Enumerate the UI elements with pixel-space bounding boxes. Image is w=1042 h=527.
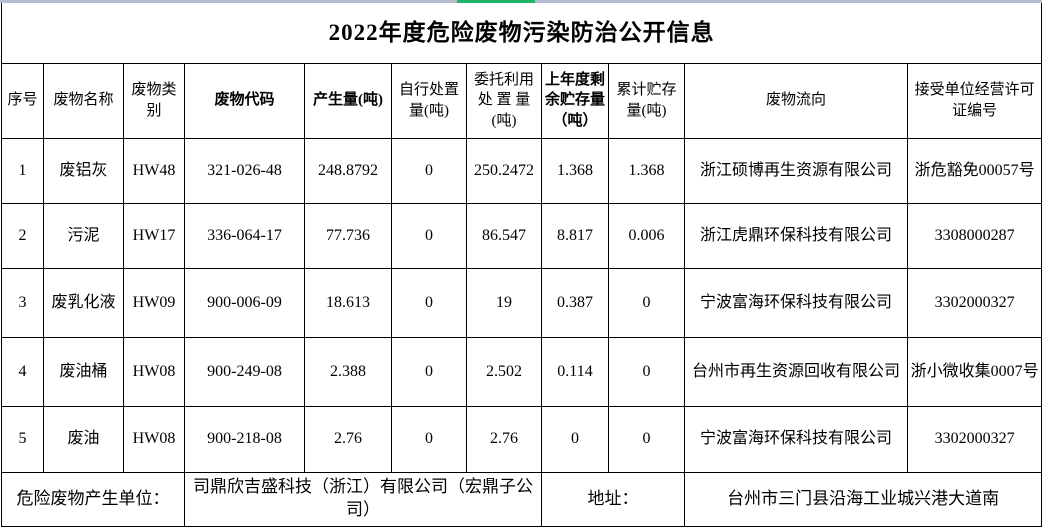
table-cell: 0 bbox=[391, 336, 467, 407]
table-cell: 浙危豁免00057号 bbox=[906, 137, 1042, 204]
table-cell: 19 bbox=[466, 267, 542, 338]
table-cell: 废油桶 bbox=[43, 336, 124, 407]
table-cell: 250.2472 bbox=[466, 137, 542, 204]
table-cell: 1.368 bbox=[541, 137, 609, 204]
table-cell: 5 bbox=[1, 405, 44, 473]
table-cell: 77.736 bbox=[304, 202, 392, 269]
table-cell: 废乳化液 bbox=[43, 267, 124, 338]
col-header-generated-amount: 产生量(吨) bbox=[304, 62, 392, 139]
col-header-waste-code: 废物代码 bbox=[184, 62, 305, 139]
table-cell: 台州市再生资源回收有限公司 bbox=[684, 336, 908, 407]
col-header-prev-year-storage: 上年度剩余贮存量（吨） bbox=[541, 62, 609, 139]
hazardous-waste-disclosure-table: 2022年度危险废物污染防治公开信息 序号 废物名称 废物类别 废物代码 产生量… bbox=[0, 3, 1042, 527]
table-cell: 宁波富海环保科技有限公司 bbox=[684, 267, 908, 338]
table-cell: 3308000287 bbox=[906, 202, 1042, 269]
col-header-self-disposal: 自行处置量(吨) bbox=[391, 62, 467, 139]
table-cell: 248.8792 bbox=[304, 137, 392, 204]
table-cell: HW09 bbox=[123, 267, 185, 338]
table-cell: 3302000327 bbox=[906, 267, 1042, 338]
table-cell: 900-249-08 bbox=[184, 336, 305, 407]
window-top-edge bbox=[0, 0, 1042, 3]
progress-indicator bbox=[457, 0, 535, 3]
producer-label: 危险废物产生单位： bbox=[1, 471, 185, 527]
col-header-waste-name: 废物名称 bbox=[43, 62, 124, 139]
table-cell: 2.76 bbox=[466, 405, 542, 473]
table-cell: 2 bbox=[1, 202, 44, 269]
table-row: 5 废油 HW08 900-218-08 2.76 0 2.76 0 0 宁波富… bbox=[1, 405, 1042, 473]
table-cell: 900-218-08 bbox=[184, 405, 305, 473]
col-header-waste-flow: 废物流向 bbox=[684, 62, 908, 139]
table-cell: 浙小微收集0007号 bbox=[906, 336, 1042, 407]
table-cell: 0.387 bbox=[541, 267, 609, 338]
table-cell: 2.388 bbox=[304, 336, 392, 407]
table-cell: 0.006 bbox=[608, 202, 685, 269]
col-header-cumulative-storage: 累计贮存量(吨) bbox=[608, 62, 685, 139]
col-header-waste-category: 废物类别 bbox=[123, 62, 185, 139]
table-cell: 0 bbox=[391, 405, 467, 473]
table-row: 4 废油桶 HW08 900-249-08 2.388 0 2.502 0.11… bbox=[1, 336, 1042, 407]
producer-value: 司鼎欣吉盛科技（浙江）有限公司（宏鼎子公司） bbox=[184, 471, 542, 527]
table-cell: 0 bbox=[541, 405, 609, 473]
table-cell: HW08 bbox=[123, 405, 185, 473]
col-header-permit-number: 接受单位经营许可证编号 bbox=[906, 62, 1042, 139]
table-cell: 2.502 bbox=[466, 336, 542, 407]
table-row: 1 废铝灰 HW48 321-026-48 248.8792 0 250.247… bbox=[1, 137, 1042, 204]
table-row: 3 废乳化液 HW09 900-006-09 18.613 0 19 0.387… bbox=[1, 267, 1042, 338]
table-cell: 3 bbox=[1, 267, 44, 338]
col-header-entrusted-disposal: 委托利用处 置 量(吨) bbox=[466, 62, 542, 139]
table-cell: 18.613 bbox=[304, 267, 392, 338]
table-cell: 4 bbox=[1, 336, 44, 407]
table-cell: 336-064-17 bbox=[184, 202, 305, 269]
table-cell: 321-026-48 bbox=[184, 137, 305, 204]
table-cell: 浙江虎鼎环保科技有限公司 bbox=[684, 202, 908, 269]
page-title: 2022年度危险废物污染防治公开信息 bbox=[0, 3, 1042, 64]
table-cell: 1.368 bbox=[608, 137, 685, 204]
table-cell: 0 bbox=[608, 336, 685, 407]
table-footer-row: 危险废物产生单位： 司鼎欣吉盛科技（浙江）有限公司（宏鼎子公司） 地址： 台州市… bbox=[1, 471, 1042, 527]
table-cell: 86.547 bbox=[466, 202, 542, 269]
table-cell: 废铝灰 bbox=[43, 137, 124, 204]
table-cell: 0.114 bbox=[541, 336, 609, 407]
table-cell: 2.76 bbox=[304, 405, 392, 473]
table-cell: 0 bbox=[391, 202, 467, 269]
table-cell: 宁波富海环保科技有限公司 bbox=[684, 405, 908, 473]
table-cell: HW08 bbox=[123, 336, 185, 407]
address-value: 台州市三门县沿海工业城兴港大道南 bbox=[683, 471, 1042, 527]
table-cell: 0 bbox=[391, 137, 467, 204]
table-cell: 3302000327 bbox=[906, 405, 1042, 473]
table-cell: HW17 bbox=[123, 202, 185, 269]
table-cell: 0 bbox=[608, 267, 685, 338]
table-cell: 浙江硕博再生资源有限公司 bbox=[684, 137, 908, 204]
table-header-row: 序号 废物名称 废物类别 废物代码 产生量(吨) 自行处置量(吨) 委托利用处 … bbox=[1, 62, 1042, 139]
table-cell: 废油 bbox=[43, 405, 124, 473]
table-cell: HW48 bbox=[123, 137, 185, 204]
table-cell: 900-006-09 bbox=[184, 267, 305, 338]
table-cell: 1 bbox=[1, 137, 44, 204]
table-cell: 8.817 bbox=[541, 202, 609, 269]
col-header-seq: 序号 bbox=[1, 62, 44, 139]
title-row: 2022年度危险废物污染防治公开信息 bbox=[0, 3, 1042, 64]
address-label: 地址： bbox=[541, 471, 685, 527]
table-cell: 0 bbox=[608, 405, 685, 473]
table-row: 2 污泥 HW17 336-064-17 77.736 0 86.547 8.8… bbox=[1, 202, 1042, 269]
table-cell: 0 bbox=[391, 267, 467, 338]
table-cell: 污泥 bbox=[43, 202, 124, 269]
